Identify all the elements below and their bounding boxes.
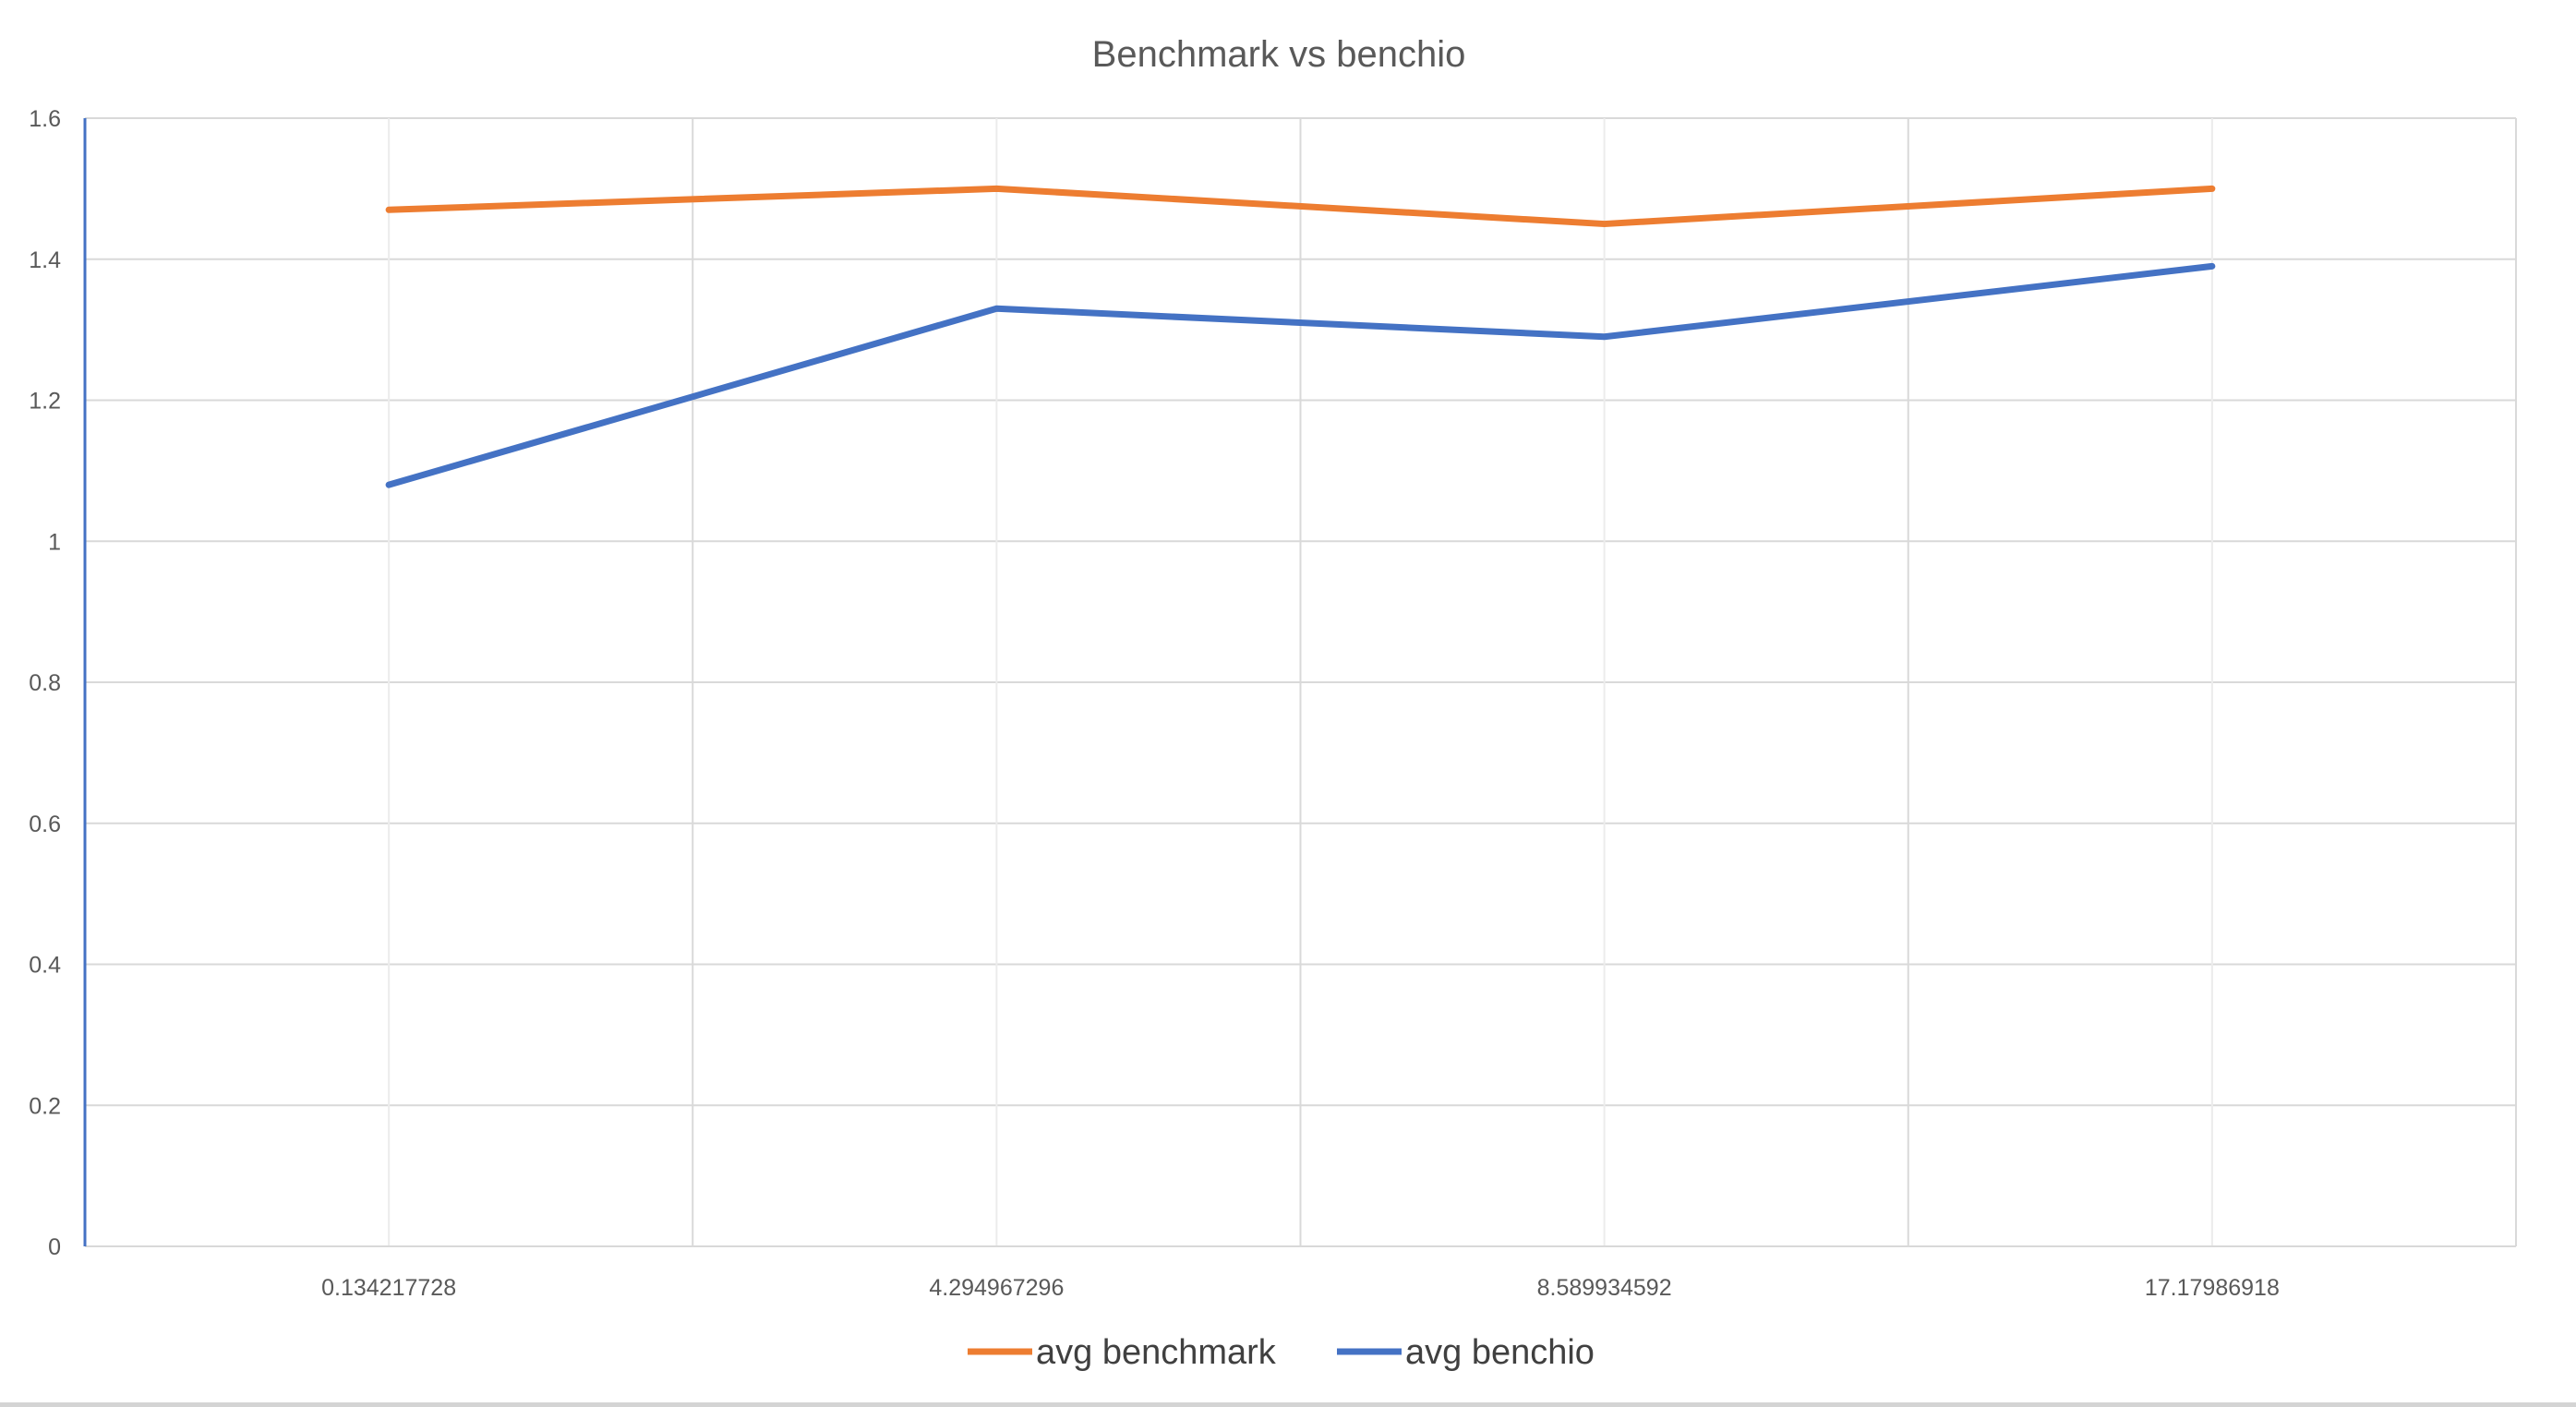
x-tick-label: 4.294967296 bbox=[929, 1275, 1064, 1301]
gridlines bbox=[85, 117, 2517, 1246]
y-tick-label: 0.4 bbox=[29, 953, 61, 979]
series-lines bbox=[385, 185, 2216, 488]
legend-label: avg benchmark bbox=[1036, 1333, 1277, 1372]
chart-title: Benchmark vs benchio bbox=[1092, 34, 1466, 75]
y-tick-label: 0.6 bbox=[29, 812, 61, 837]
series-line-avg-benchmark bbox=[385, 185, 2216, 228]
window-bottom-border bbox=[0, 1402, 2576, 1407]
y-tick-label: 0.8 bbox=[29, 670, 61, 696]
x-tick-label: 8.589934592 bbox=[1537, 1275, 1672, 1301]
y-tick-label: 0.2 bbox=[29, 1093, 61, 1119]
x-tick-label: 0.134217728 bbox=[321, 1275, 456, 1301]
legend: avg benchmark avg benchio bbox=[968, 1333, 1595, 1372]
series-line-avg-benchio bbox=[385, 262, 2216, 488]
x-tick-label: 17.17986918 bbox=[2145, 1275, 2280, 1301]
y-tick-label: 1 bbox=[48, 529, 61, 555]
y-tick-label: 1.6 bbox=[29, 106, 61, 132]
legend-label: avg benchio bbox=[1405, 1333, 1595, 1372]
y-tick-label: 1.2 bbox=[29, 389, 61, 415]
y-tick-label: 0 bbox=[48, 1234, 61, 1260]
y-tick-label: 1.4 bbox=[29, 247, 61, 273]
axes: 0 0.2 0.4 0.6 0.8 1 1.2 1.4 1.6 0.134217728 4.2949… bbox=[29, 106, 2516, 1301]
